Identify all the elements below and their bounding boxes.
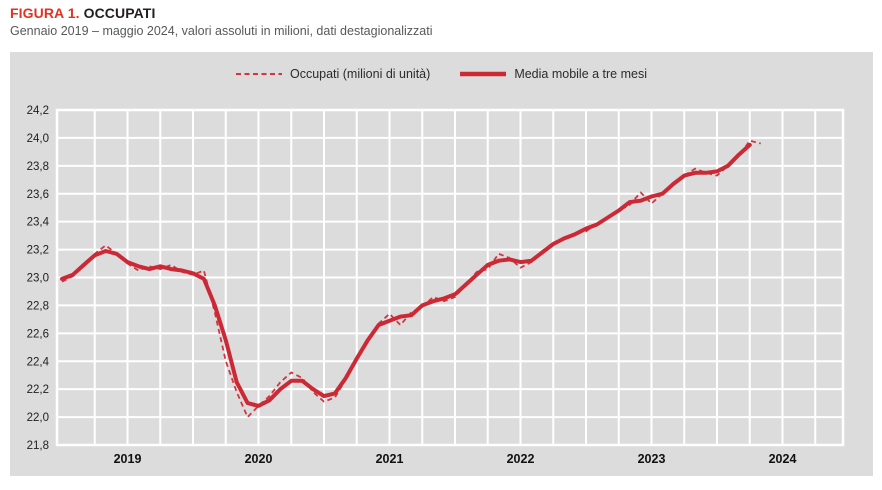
y-tick-label: 22,6 <box>27 328 49 340</box>
figure-title: FIGURA 1. OCCUPATI <box>10 5 155 21</box>
x-tick-label: 2022 <box>507 452 535 466</box>
x-tick-label: 2023 <box>638 452 666 466</box>
x-tick-label: 2024 <box>769 452 797 466</box>
y-tick-label: 23,2 <box>27 245 49 257</box>
legend-label-occupati: Occupati (milioni di unità) <box>289 67 431 81</box>
y-tick-label: 21,8 <box>27 440 49 452</box>
occupati-line <box>61 139 761 419</box>
y-tick-label: 23,0 <box>27 273 49 285</box>
y-tick-label: 22,4 <box>27 356 50 368</box>
plot-border <box>55 108 845 447</box>
legend-item-media-mobile: Media mobile a tre mesi <box>460 67 647 81</box>
y-tick-label: 22,2 <box>27 384 49 396</box>
y-tick-label: 23,6 <box>27 189 49 201</box>
chart-plot: 24,2 24,0 23,8 23,6 23,4 23,2 23,0 22,8 22,6 22,4… <box>27 105 845 466</box>
media-mobile-line <box>60 142 752 408</box>
figure-number: FIGURA 1. <box>10 5 80 21</box>
y-tick-label: 24,2 <box>27 105 49 117</box>
chart-container: 24,2 24,0 23,8 23,6 23,4 23,2 23,0 22,8 22,6 22,4… <box>10 52 873 476</box>
x-tick-label: 2019 <box>114 452 142 466</box>
figure-name: OCCUPATI <box>83 5 156 21</box>
legend-solid-line-sample <box>460 71 507 77</box>
chart-legend: Occupati (milioni di unità) Media mobile… <box>10 65 873 83</box>
x-tick-label: 2020 <box>245 452 273 466</box>
x-tick-label: 2021 <box>376 452 404 466</box>
y-tick-label: 22,8 <box>27 300 49 312</box>
legend-label-media-mobile: Media mobile a tre mesi <box>514 67 648 81</box>
y-tick-label: 24,0 <box>27 133 49 145</box>
legend-dashed-line-sample <box>235 73 282 75</box>
figure-subtitle: Gennaio 2019 – maggio 2024, valori assol… <box>10 24 433 38</box>
y-tick-label: 22,0 <box>27 412 49 424</box>
legend-item-occupati: Occupati (milioni di unità) <box>235 67 431 81</box>
y-tick-label: 23,4 <box>27 217 50 229</box>
y-tick-label: 23,8 <box>27 161 49 173</box>
